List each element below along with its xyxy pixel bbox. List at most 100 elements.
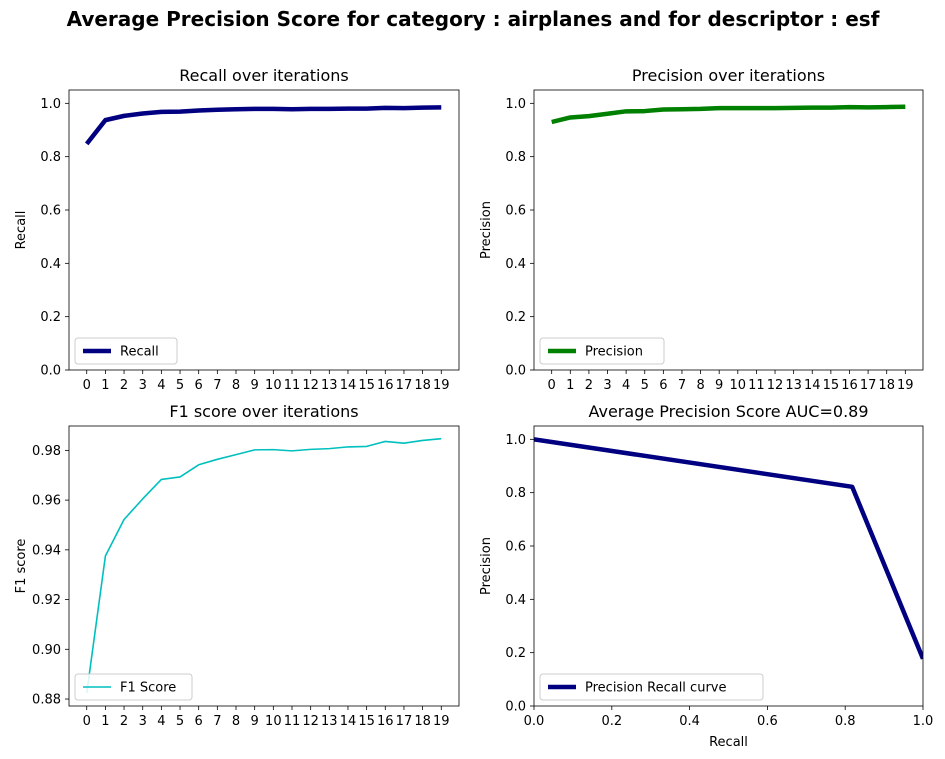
x-tick-label: 7 xyxy=(213,378,221,393)
x-tick-label: 18 xyxy=(414,714,431,729)
y-tick-label: 0.96 xyxy=(32,494,61,509)
x-tick-label: 2 xyxy=(585,378,593,393)
y-axis-label: Precision xyxy=(479,537,494,595)
y-tick-label: 0.0 xyxy=(505,364,526,379)
x-tick-label: 0.2 xyxy=(601,714,622,729)
x-tick-label: 17 xyxy=(860,378,877,393)
legend-label: F1 Score xyxy=(120,681,176,696)
y-tick-label: 0.92 xyxy=(32,593,61,608)
x-tick-label: 1.0 xyxy=(913,714,934,729)
chart-title: Recall over iterations xyxy=(179,66,349,85)
legend-box xyxy=(539,337,665,365)
y-tick-label: 1.0 xyxy=(40,97,61,112)
x-tick-label: 14 xyxy=(340,378,357,393)
x-tick-label: 11 xyxy=(284,714,301,729)
y-tick-label: 0.4 xyxy=(505,593,526,608)
legend-label: Precision xyxy=(585,345,643,360)
x-tick-label: 8 xyxy=(232,378,240,393)
x-tick-label: 14 xyxy=(340,714,357,729)
x-tick-label: 0.6 xyxy=(757,714,778,729)
legend: F1 Score xyxy=(74,673,193,701)
x-tick-label: 14 xyxy=(804,378,821,393)
chart-title: Average Precision Score AUC=0.89 xyxy=(588,402,868,421)
x-tick-label: 9 xyxy=(251,378,259,393)
x-tick-label: 11 xyxy=(748,378,765,393)
x-tick-label: 13 xyxy=(321,714,338,729)
y-tick-label: 0.90 xyxy=(32,643,61,658)
y-tick-label: 0.94 xyxy=(32,543,61,558)
x-tick-label: 2 xyxy=(120,714,128,729)
y-tick-label: 0.0 xyxy=(40,364,61,379)
y-tick-label: 0.2 xyxy=(505,310,526,325)
x-tick-label: 12 xyxy=(302,378,319,393)
x-tick-label: 15 xyxy=(358,714,375,729)
x-tick-label: 5 xyxy=(176,714,184,729)
plot-frame xyxy=(533,89,924,371)
y-tick-label: 1.0 xyxy=(505,97,526,112)
x-tick-label: 4 xyxy=(622,378,630,393)
x-tick-label: 0 xyxy=(83,378,91,393)
x-tick-label: 12 xyxy=(767,378,784,393)
x-tick-label: 19 xyxy=(433,378,450,393)
x-tick-label: 6 xyxy=(659,378,667,393)
x-tick-label: 1 xyxy=(101,714,109,729)
x-tick-label: 17 xyxy=(396,378,413,393)
y-tick-label: 0.4 xyxy=(505,257,526,272)
x-tick-label: 5 xyxy=(176,378,184,393)
y-tick-label: 0.2 xyxy=(40,310,61,325)
x-tick-label: 15 xyxy=(823,378,840,393)
x-tick-label: 0.8 xyxy=(835,714,856,729)
x-tick-label: 6 xyxy=(195,378,203,393)
legend: Recall xyxy=(74,337,178,365)
x-tick-label: 10 xyxy=(265,378,282,393)
y-axis-label: Precision xyxy=(479,201,494,259)
x-tick-label: 16 xyxy=(377,714,394,729)
y-axis-label: Recall xyxy=(14,211,29,250)
chart-panel-4: Average Precision Score AUC=0.89 0.0 0.2 0.… xyxy=(479,402,933,750)
x-tick-label: 0 xyxy=(548,378,556,393)
legend-box xyxy=(539,673,764,701)
y-tick-label: 0.98 xyxy=(32,444,61,459)
legend: Precision Recall curve xyxy=(539,673,764,701)
x-tick-label: 17 xyxy=(396,714,413,729)
x-tick-label: 12 xyxy=(302,714,319,729)
y-tick-label: 0.8 xyxy=(40,150,61,165)
x-tick-label: 6 xyxy=(195,714,203,729)
x-tick-label: 4 xyxy=(157,714,165,729)
x-axis-label: Recall xyxy=(709,735,748,750)
x-tick-label: 3 xyxy=(139,714,147,729)
y-tick-label: 0.8 xyxy=(505,486,526,501)
plot-frame xyxy=(533,425,924,707)
y-tick-label: 0.6 xyxy=(40,204,61,219)
y-tick-label: 0.8 xyxy=(505,150,526,165)
x-tick-label: 8 xyxy=(696,378,704,393)
x-tick-label: 9 xyxy=(251,714,259,729)
chart-title: Precision over iterations xyxy=(632,66,825,85)
y-tick-label: 0.88 xyxy=(32,693,61,708)
x-tick-label: 1 xyxy=(566,378,574,393)
plot-frame xyxy=(68,89,460,371)
legend-label: Precision Recall curve xyxy=(585,681,726,696)
x-tick-label: 5 xyxy=(641,378,649,393)
x-tick-label: 7 xyxy=(213,714,221,729)
y-tick-label: 1.0 xyxy=(505,433,526,448)
legend-box xyxy=(74,337,178,365)
legend-label: Recall xyxy=(120,345,159,360)
x-tick-label: 9 xyxy=(715,378,723,393)
x-tick-label: 18 xyxy=(414,378,431,393)
series-line-precision-recall-curve xyxy=(534,437,923,660)
x-tick-label: 13 xyxy=(321,378,338,393)
x-tick-label: 10 xyxy=(265,714,282,729)
x-tick-label: 10 xyxy=(730,378,747,393)
y-axis-label: F1 score xyxy=(14,539,29,594)
x-tick-label: 7 xyxy=(678,378,686,393)
y-tick-label: 0.0 xyxy=(505,700,526,715)
x-tick-label: 16 xyxy=(841,378,858,393)
series-line-precision xyxy=(551,104,906,125)
x-tick-label: 19 xyxy=(897,378,914,393)
y-tick-label: 0.6 xyxy=(505,540,526,555)
